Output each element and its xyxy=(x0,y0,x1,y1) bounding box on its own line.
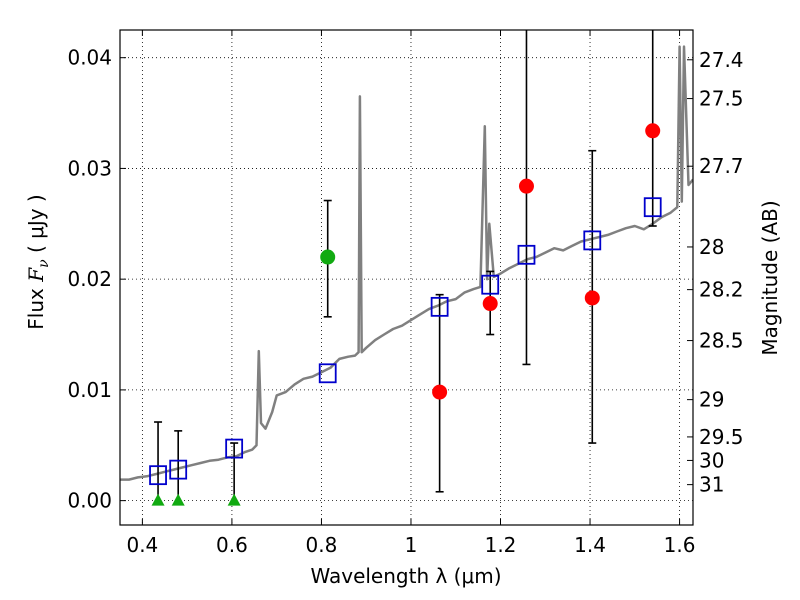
x-tick-label: 0.6 xyxy=(216,533,248,557)
magnitude-tick-label: 29 xyxy=(699,388,724,412)
y-tick-label: 0.04 xyxy=(67,46,112,70)
model-photometry-square xyxy=(643,197,662,218)
y-tick-label: 0.03 xyxy=(67,156,112,180)
upper-limit-triangle xyxy=(171,493,185,506)
y-axis-label: Flux Fν ( μJy ) xyxy=(24,194,52,329)
detection-point xyxy=(518,178,534,194)
magnitude-tick-label: 27.5 xyxy=(699,87,744,111)
y-axis: 0.00 0.01 0.02 0.03 0.04 xyxy=(67,46,126,513)
detection-point xyxy=(482,296,498,312)
model-photometry-square xyxy=(517,244,536,265)
x-tick-label: 1.4 xyxy=(574,533,606,557)
x-axis: 0.4 0.6 0.8 1 1.2 1.4 1.6 xyxy=(126,30,695,557)
detection-point xyxy=(645,123,661,139)
detection-point xyxy=(584,290,600,306)
x-tick-label: 0.4 xyxy=(126,533,158,557)
magnitude-tick-label: 31 xyxy=(699,473,724,497)
model-photometry-square xyxy=(430,296,449,317)
plot-content xyxy=(120,30,693,506)
model-photometry-square xyxy=(149,465,167,486)
plot-area xyxy=(120,30,693,525)
x-tick-label: 0.8 xyxy=(306,533,338,557)
plot-frame xyxy=(119,29,694,526)
model-photometry-square xyxy=(225,438,244,459)
magnitude-tick-label: 27.7 xyxy=(699,154,744,178)
magnitude-tick-label: 28 xyxy=(699,235,724,259)
magnitude-tick-label: 30 xyxy=(699,448,724,472)
y-tick-label: 0.02 xyxy=(67,267,112,291)
x-axis-label: Wavelength λ (μm) xyxy=(310,564,501,588)
y-tick-label: 0.00 xyxy=(67,489,112,513)
magnitude-tick-label: 29.5 xyxy=(699,425,744,449)
magnitude-tick-label: 28.2 xyxy=(699,278,744,302)
model-photometry-square xyxy=(318,363,337,384)
model-photometry-square xyxy=(583,230,602,251)
magnitude-axis-label: Magnitude (AB) xyxy=(758,200,782,355)
x-tick-label: 1 xyxy=(405,533,418,557)
model-photometry-square xyxy=(481,274,500,295)
upper-limit-triangle xyxy=(151,493,165,506)
model-photometry-square xyxy=(169,459,188,480)
y-tick-label: 0.01 xyxy=(67,378,112,402)
magnitude-tick-label: 28.5 xyxy=(699,329,744,353)
detection-point xyxy=(432,384,448,400)
detection-point xyxy=(320,249,336,265)
x-tick-label: 1.2 xyxy=(485,533,517,557)
magnitude-tick-label: 27.4 xyxy=(699,48,744,72)
x-tick-label: 1.6 xyxy=(664,533,696,557)
upper-limit-triangle xyxy=(227,493,241,506)
